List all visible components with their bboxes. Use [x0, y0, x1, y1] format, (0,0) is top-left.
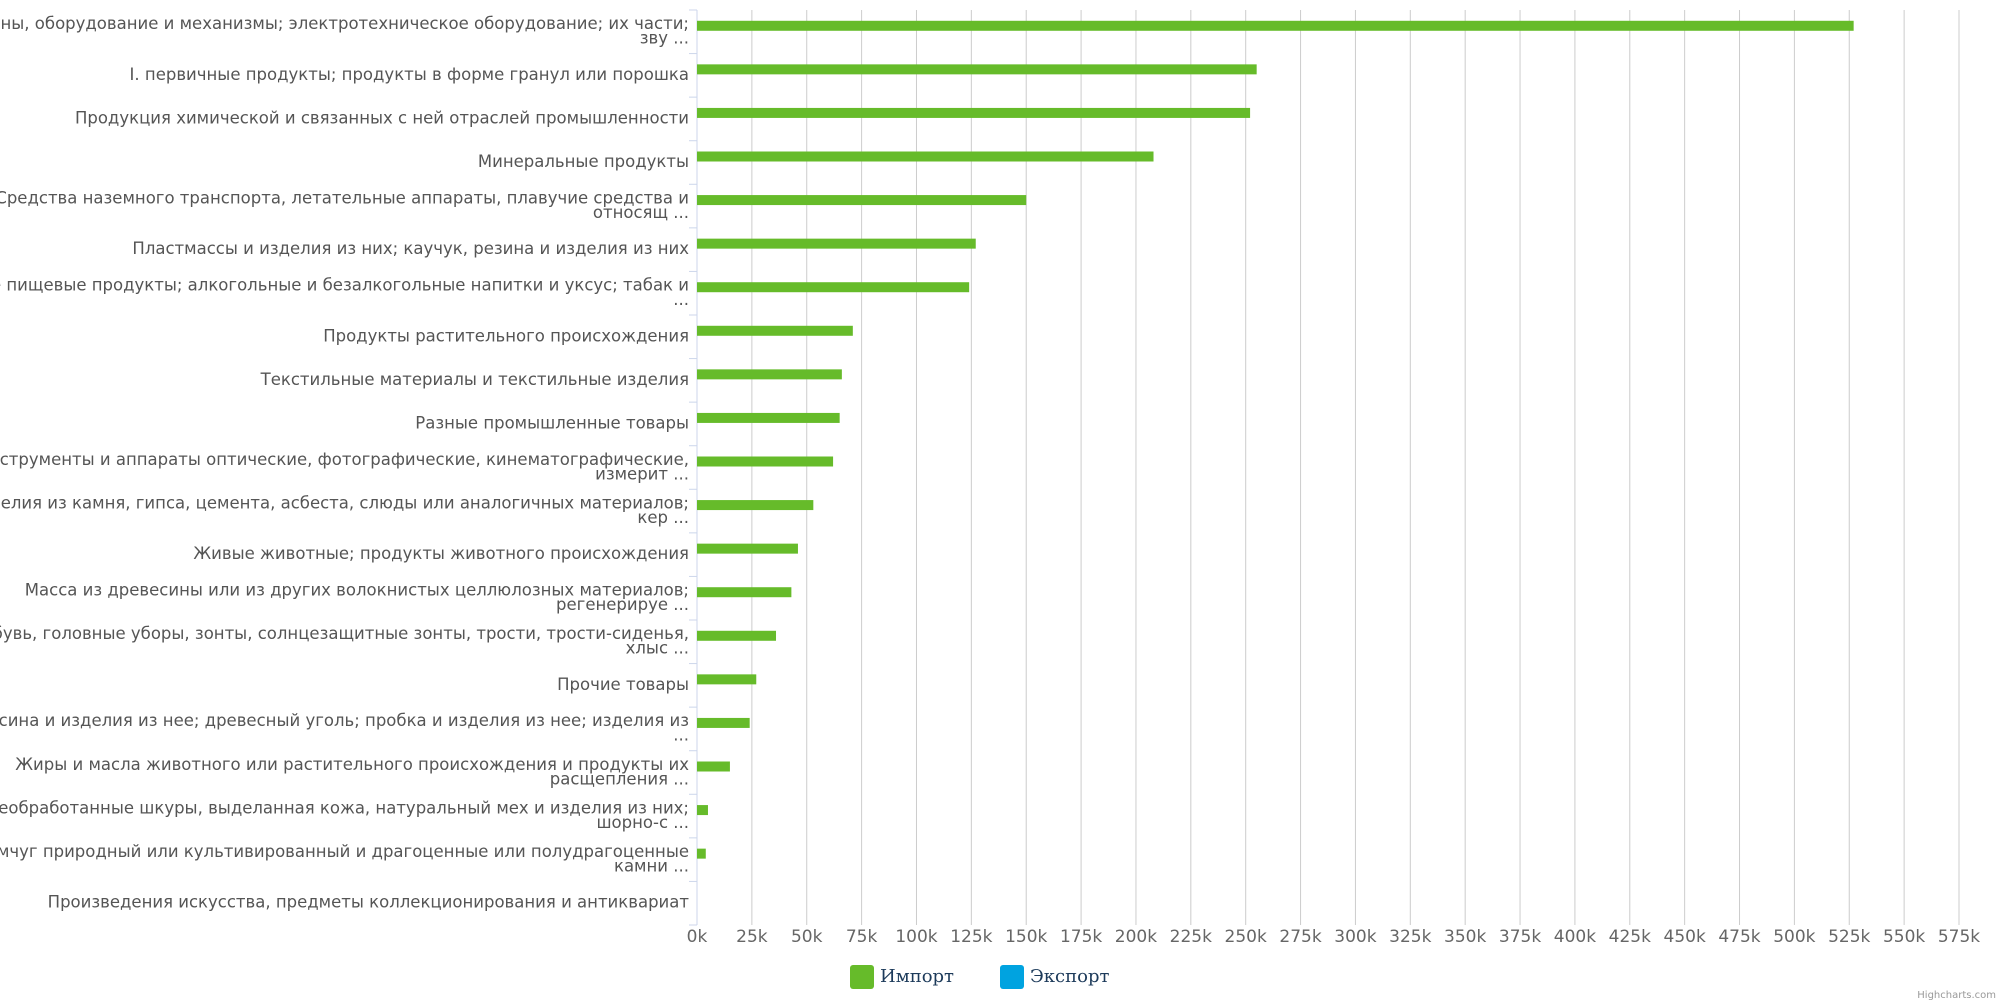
bar: [697, 20, 1854, 31]
y-tick-label: камни ...: [614, 856, 689, 875]
x-tick-label: 350k: [1444, 927, 1486, 947]
y-tick-label: Продукция химической и связанных с ней о…: [75, 108, 689, 127]
x-tick-label: 400k: [1554, 927, 1596, 947]
x-tick-label: 325k: [1389, 927, 1431, 947]
y-tick-label: Минеральные продукты: [478, 152, 689, 171]
y-tick-label: Жиры и масла животного или растительного…: [15, 755, 689, 774]
bar: [697, 282, 970, 293]
y-tick-label: нструменты и аппараты оптические, фотогр…: [0, 450, 689, 469]
bar: [697, 587, 792, 598]
y-tick-label: ...: [673, 290, 689, 309]
y-tick-label: кер ...: [637, 508, 689, 527]
x-tick-label: 75k: [846, 927, 878, 947]
bar: [697, 500, 814, 511]
bar: [697, 195, 1027, 206]
y-tick-label: относящ ...: [593, 203, 689, 222]
legend-swatch: [1000, 965, 1024, 989]
y-tick-label: е пищевые продукты; алкогольные и безалк…: [0, 275, 689, 294]
legend-swatch: [850, 965, 874, 989]
bar: [697, 412, 840, 423]
y-tick-label: регенерируе ...: [556, 595, 689, 614]
x-tick-label: 525k: [1828, 927, 1870, 947]
bar: [697, 151, 1154, 162]
y-tick-label: Разные промышленные товары: [415, 413, 689, 432]
x-tick-label: 150k: [1005, 927, 1047, 947]
bar: [697, 717, 750, 728]
y-tick-label: I. первичные продукты; продукты в форме …: [130, 65, 689, 84]
x-tick-label: 25k: [736, 927, 768, 947]
y-tick-label: емчуг природный или культивированный и д…: [0, 842, 689, 861]
x-tick-label: 125k: [950, 927, 992, 947]
y-tick-label: ины, оборудование и механизмы; электроте…: [0, 14, 689, 33]
credits: Highcharts.com: [1917, 990, 1996, 1000]
x-tick-label: 100k: [895, 927, 937, 947]
y-tick-label: Необработанные шкуры, выделанная кожа, н…: [0, 798, 689, 817]
y-tick-label: Продукты растительного происхождения: [323, 326, 689, 345]
bar: [697, 456, 834, 467]
y-tick-label: измерит ...: [595, 464, 689, 483]
bar: [697, 630, 777, 641]
x-tick-label: 550k: [1883, 927, 1925, 947]
bar: [697, 543, 798, 554]
legend-label: Экспорт: [1030, 966, 1109, 987]
x-tick-label: 450k: [1664, 927, 1706, 947]
bar: [697, 369, 842, 380]
x-tick-label: 300k: [1334, 927, 1376, 947]
y-tick-label: Средства наземного транспорта, летательн…: [0, 188, 689, 207]
y-tick-label: бувь, головные уборы, зонты, солнцезащит…: [0, 624, 689, 643]
bar: [697, 64, 1257, 75]
y-tick-label: ...: [673, 726, 689, 745]
x-tick-label: 0k: [687, 927, 708, 947]
bar: [697, 805, 708, 816]
x-tick-label: 475k: [1718, 927, 1760, 947]
x-tick-label: 200k: [1115, 927, 1157, 947]
x-tick-label: 175k: [1060, 927, 1102, 947]
bar: [697, 325, 853, 336]
x-tick-label: 50k: [791, 927, 823, 947]
bar: [697, 761, 730, 772]
y-tick-label: зву ...: [640, 29, 689, 48]
legend-label: Импорт: [880, 966, 954, 987]
x-tick-label: 250k: [1225, 927, 1267, 947]
x-tick-label: 375k: [1499, 927, 1541, 947]
y-tick-label: Произведения искусства, предметы коллекц…: [48, 893, 690, 912]
y-tick-label: расщепления ...: [550, 769, 689, 788]
x-tick-label: 275k: [1279, 927, 1321, 947]
y-tick-label: Текстильные материалы и текстильные изде…: [260, 370, 689, 389]
y-tick-label: шорно-с ...: [596, 813, 689, 832]
x-tick-label: 425k: [1609, 927, 1651, 947]
y-tick-label: хлыс ...: [626, 639, 689, 658]
bar: [697, 107, 1251, 118]
bar: [697, 848, 706, 859]
y-tick-label: Прочие товары: [557, 675, 689, 694]
x-tick-label: 225k: [1170, 927, 1212, 947]
x-tick-label: 500k: [1773, 927, 1815, 947]
y-tick-label: есина и изделия из нее; древесный уголь;…: [0, 711, 689, 730]
y-tick-label: Масса из древесины или из других волокни…: [25, 580, 689, 599]
bar: [697, 674, 757, 685]
y-tick-label: Пластмассы и изделия из них; каучук, рез…: [132, 239, 689, 258]
y-tick-label: делия из камня, гипса, цемента, асбеста,…: [0, 493, 689, 512]
y-tick-label: Живые животные; продукты животного проис…: [193, 544, 689, 563]
x-tick-label: 575k: [1938, 927, 1980, 947]
bar: [697, 238, 976, 249]
